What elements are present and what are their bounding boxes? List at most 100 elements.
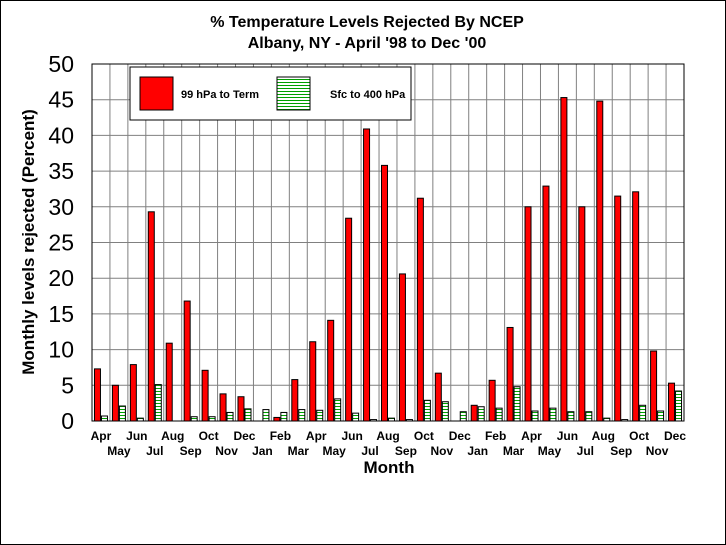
bar-upper — [524, 206, 532, 422]
bar-lower — [495, 407, 503, 422]
x-tick-label: Oct — [629, 429, 649, 443]
bar-upper — [363, 128, 371, 422]
y-tick-label: 25 — [48, 230, 74, 256]
x-tick-label: Jun — [341, 429, 362, 443]
bar-lower — [100, 415, 108, 422]
x-tick-label: Nov — [215, 444, 238, 458]
bar-lower — [244, 408, 252, 422]
bar-upper — [596, 100, 604, 422]
x-tick-label: Apr — [306, 429, 327, 443]
x-tick-label: Oct — [414, 429, 434, 443]
bar-upper — [488, 379, 496, 422]
bar-lower — [549, 407, 557, 422]
x-tick-label: May — [323, 444, 347, 458]
x-tick-label: Apr — [91, 429, 112, 443]
bar-upper — [93, 368, 101, 422]
bar-upper — [578, 206, 586, 422]
bar-upper — [237, 396, 245, 422]
bar-lower — [154, 384, 162, 422]
bar-lower — [531, 410, 539, 422]
x-tick-label: Jun — [557, 429, 578, 443]
bar-lower — [513, 386, 521, 422]
x-tick-label: Jan — [467, 444, 488, 458]
bar-upper — [165, 342, 173, 422]
x-tick-label: Dec — [664, 429, 686, 443]
bar-upper — [111, 384, 119, 422]
bar-lower — [262, 409, 270, 422]
y-tick-label: 5 — [61, 372, 74, 398]
x-tick-label: Sep — [610, 444, 632, 458]
legend-swatch-lower — [276, 76, 311, 111]
bar-lower — [477, 406, 485, 422]
bar-upper — [416, 197, 424, 422]
bar-upper — [470, 404, 478, 422]
x-tick-label: Dec — [233, 429, 255, 443]
y-tick-label: 45 — [48, 87, 74, 113]
plot-area-border — [91, 63, 685, 422]
y-tick-label: 0 — [61, 408, 74, 434]
y-tick-label: 30 — [48, 194, 74, 220]
bar-lower — [675, 390, 683, 422]
legend-label-upper: 99 hPa to Term — [181, 89, 259, 101]
bar-lower — [441, 401, 449, 422]
y-tick-label: 20 — [48, 265, 74, 291]
x-tick-label: Mar — [503, 444, 525, 458]
bar-lower — [459, 411, 467, 422]
bar-upper — [398, 273, 406, 422]
bar-upper — [506, 326, 514, 422]
bar-upper — [327, 319, 335, 422]
legend: 99 hPa to Term Sfc to 400 hPa — [129, 66, 412, 121]
bar-upper — [147, 211, 155, 422]
legend-label-lower: Sfc to 400 hPa — [330, 89, 406, 101]
x-tick-label: May — [107, 444, 131, 458]
bar-lower — [280, 411, 288, 422]
y-axis-label: Monthly levels rejected (Percent) — [19, 109, 38, 374]
bar-upper — [291, 379, 299, 422]
bar-upper — [345, 217, 353, 422]
bar-upper — [632, 191, 640, 422]
x-tick-label: Feb — [270, 429, 291, 443]
x-tick-label: Nov — [646, 444, 669, 458]
y-tick-label: 40 — [48, 122, 74, 148]
bar-upper — [560, 97, 568, 422]
bar-lower — [423, 399, 431, 422]
x-tick-label: Oct — [199, 429, 219, 443]
x-tick-label: Mar — [288, 444, 310, 458]
x-tick-label: Aug — [161, 429, 184, 443]
y-ticks: 0 5 10 15 20 25 30 35 40 45 50 — [48, 51, 74, 434]
bar-upper — [183, 300, 191, 422]
bar-upper — [381, 164, 388, 422]
x-tick-label: Jul — [361, 444, 378, 458]
chart-subtitle: Albany, NY - April '98 to Dec '00 — [248, 35, 487, 52]
bar-lower — [334, 398, 342, 422]
legend-swatch-upper — [139, 76, 174, 111]
bar-lower — [118, 405, 126, 422]
bar-upper — [219, 393, 227, 422]
y-tick-label: 10 — [48, 337, 74, 363]
bar-upper — [542, 185, 550, 422]
bar-lower — [190, 416, 198, 422]
bar-upper — [650, 350, 658, 422]
x-ticks: AprMayJunJulAugSepOctNovDecJanFebMarAprM… — [91, 429, 687, 458]
x-tick-label: Apr — [521, 429, 542, 443]
bar-upper — [273, 416, 281, 422]
bar-upper — [434, 372, 442, 422]
chart-title: % Temperature Levels Rejected By NCEP — [210, 14, 524, 31]
x-tick-label: Jul — [577, 444, 594, 458]
bar-lower — [567, 411, 575, 422]
x-tick-label: May — [538, 444, 562, 458]
bar-upper — [201, 369, 209, 422]
x-tick-label: Nov — [430, 444, 453, 458]
x-tick-label: Feb — [485, 429, 506, 443]
bar-lower — [298, 409, 306, 422]
legend-box — [129, 66, 412, 121]
x-tick-label: Sep — [180, 444, 202, 458]
y-tick-label: 15 — [48, 301, 74, 327]
bar-upper — [129, 364, 137, 422]
x-tick-label: Dec — [449, 429, 471, 443]
bar-lower — [316, 409, 324, 422]
bar-upper — [309, 341, 317, 422]
x-tick-label: Jul — [146, 444, 163, 458]
x-tick-label: Aug — [376, 429, 399, 443]
